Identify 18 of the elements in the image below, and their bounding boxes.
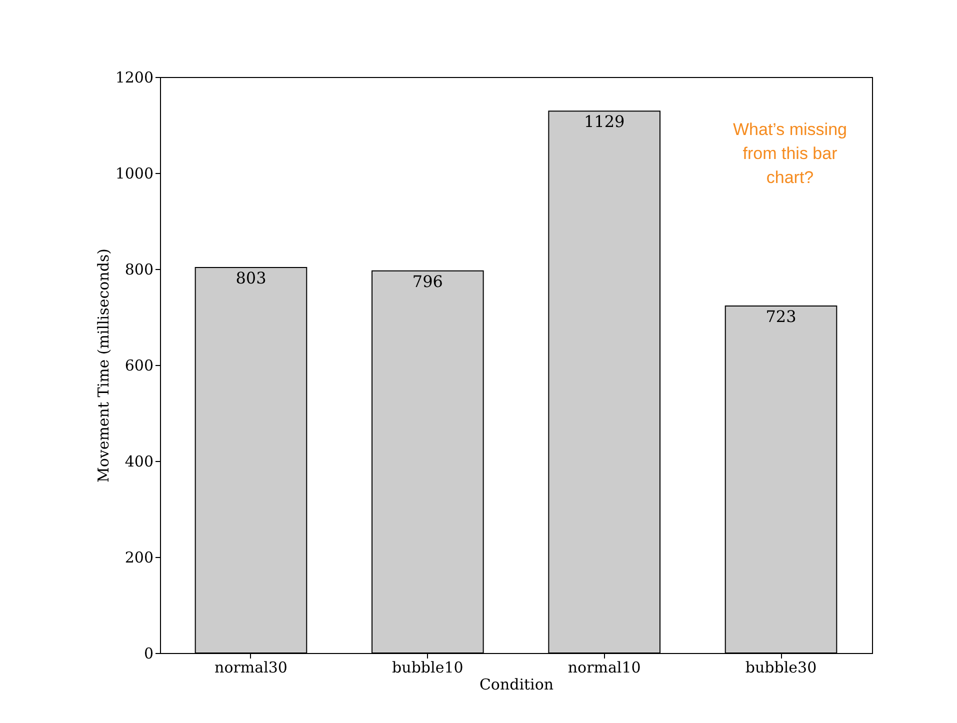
y-tick-label: 1200: [115, 68, 154, 86]
data-label: 723: [766, 306, 796, 326]
y-tick-label: 600: [124, 356, 154, 374]
data-label: 1129: [584, 112, 625, 132]
y-tick-label: 1000: [115, 164, 154, 182]
y-axis-title: Movement Time (milliseconds): [94, 248, 112, 483]
x-tick-label: bubble10: [392, 658, 464, 676]
x-tick-label: normal10: [568, 658, 641, 676]
data-label: 803: [236, 268, 266, 288]
x-tick-label: normal30: [214, 658, 288, 676]
x-tick-label: bubble30: [745, 658, 817, 676]
annotation: What’s missing from this bar chart?: [733, 120, 847, 187]
y-tick-label: 800: [124, 260, 154, 278]
y-tick-label: 0: [144, 644, 154, 662]
y-tick-label: 200: [124, 548, 154, 566]
y-tick-label: 400: [124, 452, 154, 470]
data-label: 796: [412, 272, 443, 291]
x-axis-title: Condition: [479, 676, 554, 694]
